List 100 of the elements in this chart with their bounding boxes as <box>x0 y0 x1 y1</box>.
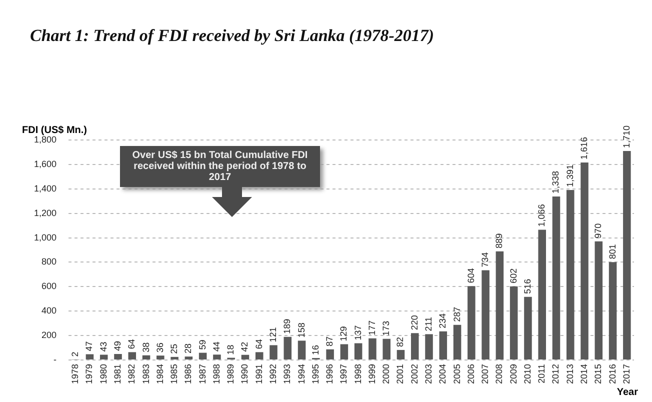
bar <box>270 345 278 360</box>
bar <box>623 151 631 360</box>
data-label: 43 <box>98 342 108 352</box>
x-tick-label: 2003 <box>424 364 434 384</box>
data-label: 220 <box>409 315 420 330</box>
data-label: 64 <box>126 339 137 350</box>
data-label: 604 <box>466 268 476 284</box>
bar <box>142 355 150 360</box>
data-label: 59 <box>197 340 208 350</box>
x-tick-label: 1992 <box>268 364 278 384</box>
bar <box>382 338 390 360</box>
x-tick-label: 1994 <box>296 364 306 384</box>
data-label: 189 <box>282 318 292 334</box>
bar <box>453 324 462 360</box>
data-label: 287 <box>452 306 462 322</box>
data-label: 234 <box>438 313 448 328</box>
data-label: 1,338 <box>550 170 561 194</box>
x-tick-label: 2015 <box>593 364 604 384</box>
data-label: 82 <box>395 336 406 347</box>
data-label: 801 <box>607 244 618 260</box>
data-label: 18 <box>226 344 236 355</box>
data-label: 889 <box>494 233 504 248</box>
y-tick-label: 1,800 <box>34 134 57 144</box>
data-label: 44 <box>211 342 222 352</box>
bar <box>298 340 306 360</box>
x-tick-label: 2016 <box>607 364 618 384</box>
data-label: 16 <box>310 345 320 356</box>
x-tick-label: 1983 <box>140 364 151 384</box>
x-tick-label: 2006 <box>466 364 476 384</box>
data-label: 42 <box>240 342 250 352</box>
bar <box>594 241 603 360</box>
bar <box>170 356 178 360</box>
chart-title: Chart 1: Trend of FDI received by Sri Lanka (1978-2017) <box>30 26 434 46</box>
bar <box>608 262 617 360</box>
data-label: 25 <box>169 344 180 354</box>
bar <box>410 333 419 360</box>
x-tick-label: 1999 <box>366 364 377 384</box>
data-label: 28 <box>183 344 194 354</box>
x-tick-label: 1981 <box>112 364 122 384</box>
y-axis-title: FDI (US$ Mn.) <box>22 125 87 136</box>
x-tick-label: 1996 <box>324 364 335 384</box>
arrow-callout: Over US$ 15 bn Total Cumulative FDI received within the period of 1978 to 2017 <box>120 146 320 232</box>
data-label: 211 <box>424 316 434 332</box>
bar <box>213 354 221 360</box>
bar <box>354 343 362 360</box>
x-tick-label: 1998 <box>352 364 363 384</box>
x-tick-label: 2017 <box>621 364 632 384</box>
data-label: 38 <box>140 342 151 352</box>
data-label: 49 <box>112 340 122 351</box>
data-label: 602 <box>508 268 518 284</box>
bar <box>468 286 476 360</box>
bar <box>580 162 588 360</box>
bar <box>241 354 250 360</box>
bar <box>326 349 334 360</box>
data-label: 1,066 <box>536 204 547 227</box>
x-tick-label: 2010 <box>522 364 532 384</box>
bar <box>184 356 193 360</box>
data-label: 158 <box>296 322 306 338</box>
data-label: 2 <box>70 352 80 357</box>
data-label: 173 <box>381 320 392 336</box>
y-tick-label: - <box>54 354 57 364</box>
x-tick-label: 2002 <box>409 364 420 384</box>
x-tick-label: 2008 <box>494 364 504 384</box>
y-tick-label: 1,600 <box>34 158 57 169</box>
bar <box>482 270 490 360</box>
bar <box>538 230 546 360</box>
bar <box>114 354 122 360</box>
data-label: 1,391 <box>564 164 575 187</box>
data-label: 121 <box>268 327 278 342</box>
x-tick-label: 1985 <box>169 364 180 384</box>
data-label: 1,616 <box>579 136 590 160</box>
x-tick-label: 1986 <box>183 364 194 384</box>
y-tick-label: 1,000 <box>34 232 57 242</box>
data-label: 64 <box>254 339 264 350</box>
bar <box>524 296 532 360</box>
bar <box>198 352 207 360</box>
data-label: 970 <box>593 223 604 238</box>
bar <box>396 350 405 360</box>
x-tick-label: 2004 <box>438 364 448 384</box>
x-tick-label: 1990 <box>240 364 250 384</box>
bar <box>284 336 292 360</box>
y-tick-label: 200 <box>41 330 57 340</box>
bar <box>100 354 108 360</box>
bar <box>128 352 136 360</box>
x-tick-label: 1993 <box>282 364 292 384</box>
y-tick-label: 1,400 <box>34 183 57 194</box>
data-label: 1,710 <box>621 125 632 148</box>
x-tick-label: 1980 <box>98 364 108 384</box>
bar <box>156 356 164 360</box>
bar <box>510 286 518 360</box>
data-label: 734 <box>480 252 490 268</box>
data-label: 137 <box>352 325 363 340</box>
data-label: 177 <box>366 320 377 336</box>
bar <box>255 352 264 360</box>
data-label: 516 <box>522 278 532 294</box>
x-tick-label: 1997 <box>338 364 349 384</box>
data-label: 47 <box>84 341 94 352</box>
x-tick-label: 1995 <box>310 364 320 384</box>
x-tick-label: 1978 <box>70 364 80 384</box>
y-tick-label: 1,200 <box>34 208 57 218</box>
